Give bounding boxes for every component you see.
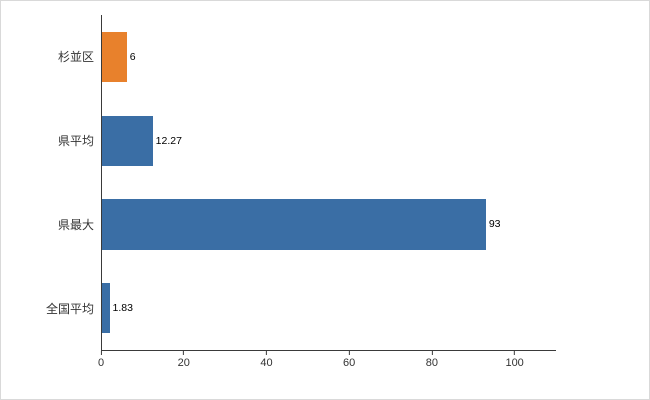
bar	[102, 31, 127, 82]
bar-row: 全国平均 1.83	[46, 266, 556, 350]
bar	[102, 115, 153, 166]
bar	[102, 283, 110, 334]
tick-label: 40	[260, 357, 273, 369]
x-tick: 80	[426, 351, 438, 369]
tick-mark	[431, 351, 433, 355]
tick-mark	[100, 351, 102, 355]
value-label: 12.27	[155, 134, 182, 147]
value-label: 93	[488, 218, 501, 231]
x-tick: 40	[260, 351, 273, 369]
bar	[102, 199, 486, 250]
tick-mark	[183, 351, 185, 355]
x-tick: 60	[343, 351, 355, 369]
category-label: 全国平均	[45, 301, 94, 316]
bar-row: 県最大 93	[58, 183, 556, 267]
category-label: 杉並区	[57, 50, 94, 65]
category-label: 県平均	[57, 134, 94, 149]
plot-area: 杉並区 6 県平均 12.27 県最大 93 全国平均 1.83	[46, 15, 556, 351]
value-label: 1.83	[112, 302, 133, 315]
tick-mark	[265, 351, 267, 355]
x-tick: 0	[98, 351, 104, 369]
tick-label: 100	[505, 357, 524, 369]
x-tick: 100	[505, 351, 524, 369]
tick-label: 0	[97, 357, 105, 369]
tick-label: 20	[177, 357, 190, 369]
x-axis: 0 20 40 60 80 100	[98, 351, 556, 377]
value-label: 6	[129, 50, 136, 63]
tick-mark	[348, 351, 350, 355]
bar-row: 県平均 12.27	[58, 99, 556, 183]
category-label: 県最大	[57, 217, 94, 232]
bar-row: 杉並区 6	[58, 15, 556, 99]
tick-label: 80	[425, 357, 439, 369]
tick-mark	[514, 351, 516, 355]
x-tick: 20	[178, 351, 190, 369]
tick-label: 60	[343, 357, 356, 369]
